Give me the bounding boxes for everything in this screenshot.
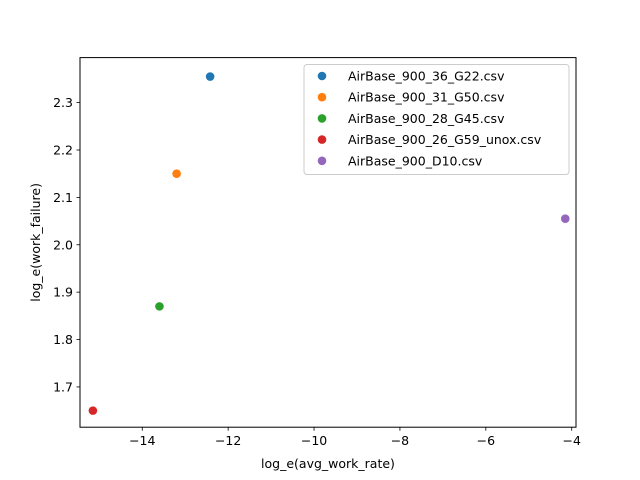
y-tick-label: 1.8 — [53, 332, 73, 347]
y-axis-ticks: 1.7 1.8 1.9 2.0 2.1 2.2 2.3 — [53, 95, 80, 394]
x-tick-label: −10 — [301, 433, 327, 448]
x-tick-label: −6 — [477, 433, 495, 448]
y-tick-label: 2.0 — [53, 237, 73, 252]
x-tick-label: −8 — [391, 433, 409, 448]
legend-label: AirBase_900_28_G45.csv — [348, 111, 505, 126]
legend-marker — [317, 92, 327, 102]
data-points — [88, 72, 570, 415]
x-tick-label: −14 — [129, 433, 155, 448]
legend: AirBase_900_36_G22.csv AirBase_900_31_G50… — [303, 64, 570, 175]
legend-entries: AirBase_900_36_G22.csv AirBase_900_31_G50… — [317, 69, 542, 168]
x-tick-label: −12 — [215, 433, 241, 448]
legend-marker — [317, 114, 327, 123]
legend-marker — [317, 135, 327, 144]
legend-frame — [303, 64, 570, 175]
legend-label: AirBase_900_36_G22.csv — [348, 69, 505, 84]
y-tick-label: 1.7 — [53, 379, 73, 394]
data-point — [205, 72, 215, 81]
x-axis-label: log_e(avg_work_rate) — [261, 456, 395, 471]
legend-label: AirBase_900_26_G59_unox.csv — [348, 132, 542, 147]
y-tick-label: 2.3 — [53, 95, 73, 110]
y-tick-label: 2.2 — [53, 143, 73, 158]
data-point — [155, 302, 164, 311]
y-tick-label: 1.9 — [53, 285, 73, 300]
data-point — [172, 169, 181, 178]
data-point — [88, 406, 98, 415]
legend-marker — [317, 71, 327, 81]
plot-frame — [79, 57, 577, 428]
y-axis-label: log_e(work_failure) — [28, 183, 43, 302]
x-axis-ticks: −14 −12 −10 −8 −6 −4 — [129, 427, 581, 448]
y-tick-label: 2.1 — [53, 190, 73, 205]
legend-marker — [317, 156, 327, 166]
legend-label: AirBase_900_D10.csv — [348, 153, 483, 168]
data-point — [560, 214, 570, 224]
legend-label: AirBase_900_31_G50.csv — [348, 90, 505, 105]
x-tick-label: −4 — [562, 433, 580, 448]
